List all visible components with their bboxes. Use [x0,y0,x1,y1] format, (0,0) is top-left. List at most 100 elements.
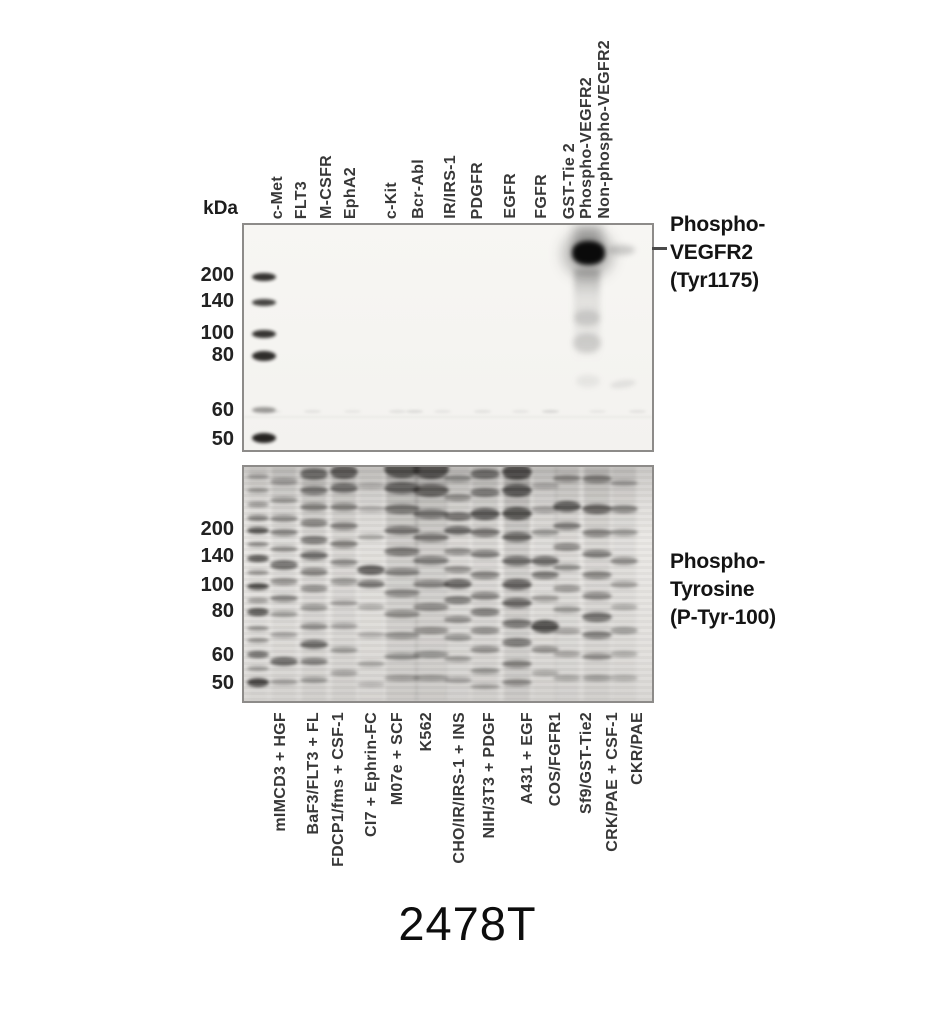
protein-band [270,529,298,537]
protein-band [444,676,472,683]
background-speck [344,410,361,413]
protein-band [357,482,385,489]
protein-band [270,656,298,666]
protein-band [413,508,449,519]
protein-band [270,545,298,552]
protein-band [300,551,328,561]
bottom-lane-label: COS/FGFR1 [547,712,564,807]
protein-band [384,546,420,556]
kda-value: 50 [211,428,234,451]
kda-value: 60 [211,644,234,667]
protein-band [247,677,269,687]
protein-band [502,638,532,647]
protein-band [384,467,420,479]
protein-band [470,667,500,674]
bottom-lane-label: CI7 + Ephrin-FC [363,712,380,837]
protein-band [357,604,385,611]
protein-band [413,627,449,635]
lane [470,467,500,701]
marker-band [252,272,276,281]
protein-band [247,487,269,493]
protein-band [300,535,328,544]
protein-band [413,603,449,612]
protein-band [247,526,269,534]
band-pointer-tick [652,247,667,250]
protein-band [470,488,500,498]
marker-band [252,350,276,361]
antibody-label-line: Phospho- [670,550,766,573]
lane [357,467,385,701]
protein-band [444,547,472,555]
top-lane-label: EphA2 [342,166,359,219]
protein-band [384,525,420,535]
protein-band [470,549,500,558]
protein-band [502,467,532,480]
protein-band [582,549,612,558]
protein-band [384,674,420,681]
top-lane-label: PDGFR [469,161,486,220]
protein-band [247,665,269,671]
non-phospho-faint-band [608,245,635,255]
faint-diagonal-smudge [609,378,637,390]
protein-band [444,655,472,662]
protein-band [300,657,328,665]
marker-band [252,406,276,413]
protein-band [531,669,559,676]
protein-band [610,674,638,681]
protein-band [247,637,269,643]
protein-band [444,493,472,501]
top-lane-label: c-Met [269,175,286,219]
bottom-lane-label: FDCP1/fms + CSF-1 [330,712,347,867]
antibody-label-line: VEGFR2 [670,241,753,264]
protein-band [247,515,269,522]
protein-band [413,467,449,480]
background-speck [629,410,646,413]
protein-band [470,591,500,600]
protein-band [582,674,612,681]
protein-band [330,559,358,567]
protein-band [444,475,472,483]
protein-band [330,623,358,630]
protein-band [300,485,328,495]
lane [330,467,358,701]
lane [531,467,559,701]
top-blot-image [242,223,654,452]
protein-band [610,556,638,565]
protein-band [470,684,500,690]
bottom-antibody-label: Phospho- Tyrosine (P-Tyr-100) [670,548,776,632]
protein-band [553,606,581,614]
marker-band [252,330,276,339]
protein-band [502,678,532,686]
protein-band [502,555,532,566]
top-lane-label: GST-Tie 2 [561,142,578,219]
lane [610,467,638,701]
background-speck [542,410,559,413]
top-lane-label: Phospho-VEGFR2 [578,77,595,219]
protein-band [502,578,532,590]
protein-band [384,589,420,598]
protein-band [444,566,472,574]
background-speck [434,410,451,413]
protein-band [553,475,581,483]
protein-band [270,679,298,686]
bottom-lane-label: K562 [418,712,435,752]
protein-band [444,596,472,605]
protein-band [502,507,532,521]
protein-band [502,659,532,668]
protein-band [553,627,581,634]
protein-band [270,611,298,618]
protein-band [300,585,328,593]
lane [502,467,532,701]
protein-band [610,480,638,487]
catalog-number: 2478T [398,897,537,950]
protein-band [444,511,472,521]
protein-band [270,514,298,522]
protein-band [470,507,500,520]
bottom-lane-label: mIMCD3 + HGF [272,712,289,832]
protein-band [413,556,449,566]
vegfr2-smear-patch [576,375,600,387]
antibody-label-line: (P-Tyr-100) [670,606,776,629]
protein-band [531,555,559,566]
protein-band [357,660,385,667]
top-lane-label: Non-phospho-VEGFR2 [596,40,613,219]
